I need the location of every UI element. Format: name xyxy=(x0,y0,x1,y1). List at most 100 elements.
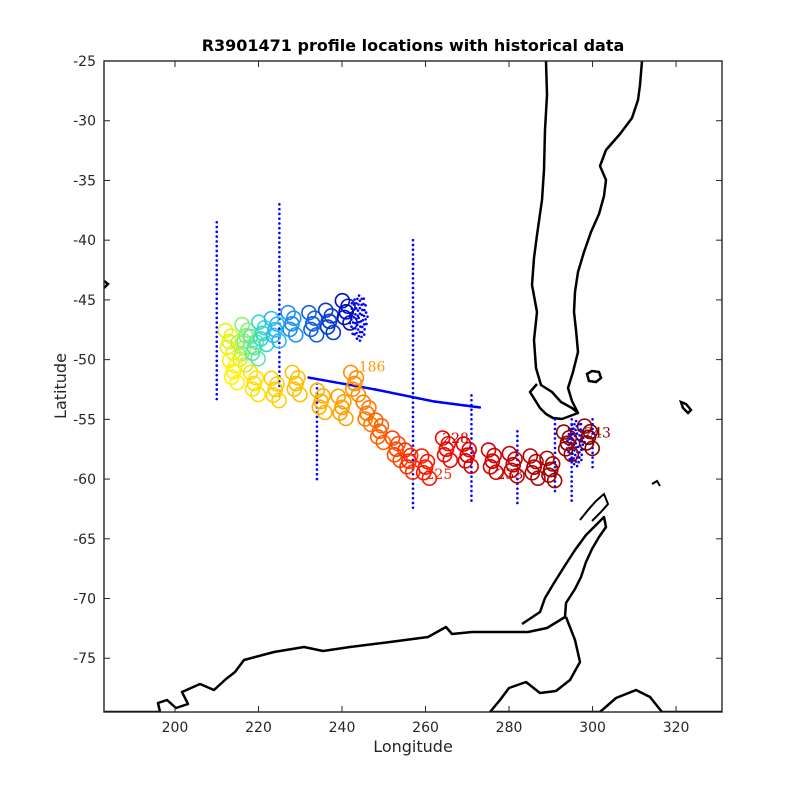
historical-point xyxy=(572,427,575,430)
historical-point xyxy=(574,428,577,432)
historical-point xyxy=(568,437,571,441)
historical-point xyxy=(553,437,557,440)
profile-marker xyxy=(421,470,438,487)
coastline-falklands xyxy=(585,369,603,384)
profile-marker xyxy=(309,382,326,399)
profile-marker xyxy=(524,464,541,481)
historical-point xyxy=(357,320,361,324)
historical-point xyxy=(364,311,368,314)
historical-point xyxy=(356,297,359,301)
profile-number-label: 225 xyxy=(426,467,453,483)
historical-point xyxy=(358,312,362,315)
x-tick-label: 240 xyxy=(329,720,356,736)
historical-point xyxy=(411,305,415,309)
historical-point xyxy=(591,461,594,464)
historical-point xyxy=(411,506,415,510)
profile-marker xyxy=(555,424,572,440)
profile-marker xyxy=(415,464,432,481)
historical-point xyxy=(411,434,415,438)
historical-point xyxy=(215,240,219,243)
historical-point xyxy=(215,397,219,401)
profile-marker xyxy=(368,412,384,428)
historical-point xyxy=(411,425,415,428)
profile-number-label: 233 xyxy=(497,467,524,483)
historical-point xyxy=(357,294,361,297)
profile-marker xyxy=(501,445,518,462)
historical-point xyxy=(278,308,281,311)
coastline-peninsula-islands xyxy=(579,479,661,522)
historical-point xyxy=(358,339,362,342)
profile-marker xyxy=(286,381,303,397)
historical-point xyxy=(315,415,319,419)
historical-point xyxy=(411,382,415,385)
profile-marker xyxy=(413,448,430,464)
historical-point xyxy=(411,358,415,361)
profile-marker xyxy=(509,468,525,484)
historical-point xyxy=(315,429,319,433)
profile-marker xyxy=(457,453,474,469)
historical-point xyxy=(362,314,366,318)
historical-point xyxy=(579,428,582,431)
profile-marker xyxy=(336,309,353,326)
historical-point xyxy=(516,434,519,438)
historical-point xyxy=(411,348,415,352)
historical-point xyxy=(364,304,367,307)
profile-marker xyxy=(539,450,555,467)
historical-point xyxy=(411,281,415,285)
historical-point xyxy=(516,496,519,500)
historical-point xyxy=(411,487,415,490)
historical-point xyxy=(215,287,219,291)
historical-point xyxy=(278,269,281,273)
historical-point xyxy=(581,443,585,447)
historical-point xyxy=(215,273,219,277)
historical-point xyxy=(470,484,473,488)
historical-point xyxy=(364,317,367,321)
historical-point xyxy=(575,464,579,468)
historical-point xyxy=(353,321,357,325)
historical-point xyxy=(360,297,364,301)
historical-point xyxy=(470,494,473,498)
historical-point xyxy=(576,445,580,449)
historical-point xyxy=(315,425,319,428)
historical-point xyxy=(215,335,219,339)
historical-point xyxy=(315,401,319,404)
historical-point xyxy=(570,418,573,421)
profile-marker xyxy=(463,458,479,475)
historical-point xyxy=(516,439,519,443)
historical-point xyxy=(215,392,219,396)
historical-point xyxy=(553,446,557,450)
historical-point xyxy=(411,406,415,409)
historical-point xyxy=(356,314,360,318)
historical-point xyxy=(315,458,319,462)
historical-point xyxy=(360,335,363,339)
profile-marker xyxy=(503,462,520,479)
historical-point xyxy=(278,289,281,292)
historical-point xyxy=(572,457,576,460)
profile-marker xyxy=(250,386,266,403)
historical-point xyxy=(354,313,357,316)
profile-number-labels: 186 225 233 228 243 xyxy=(359,360,611,484)
historical-point xyxy=(360,313,364,317)
historical-point xyxy=(470,499,473,502)
profile-marker xyxy=(455,436,472,452)
historical-point xyxy=(278,255,281,259)
historical-point xyxy=(470,432,473,435)
historical-point xyxy=(470,413,473,416)
historical-point xyxy=(215,378,219,382)
historical-point xyxy=(215,297,219,301)
historical-point xyxy=(278,355,281,359)
historical-point xyxy=(278,203,281,206)
historical-point xyxy=(278,341,281,345)
historical-point xyxy=(411,372,415,376)
historical-point xyxy=(411,243,415,247)
historical-point xyxy=(315,439,319,443)
profile-number-label: 243 xyxy=(584,425,611,441)
historical-point xyxy=(411,329,415,333)
historical-point xyxy=(573,453,577,457)
historical-point xyxy=(215,316,219,320)
profile-marker xyxy=(308,327,325,343)
historical-point xyxy=(215,326,219,329)
profile-marker xyxy=(332,405,348,421)
historical-point xyxy=(215,230,219,234)
